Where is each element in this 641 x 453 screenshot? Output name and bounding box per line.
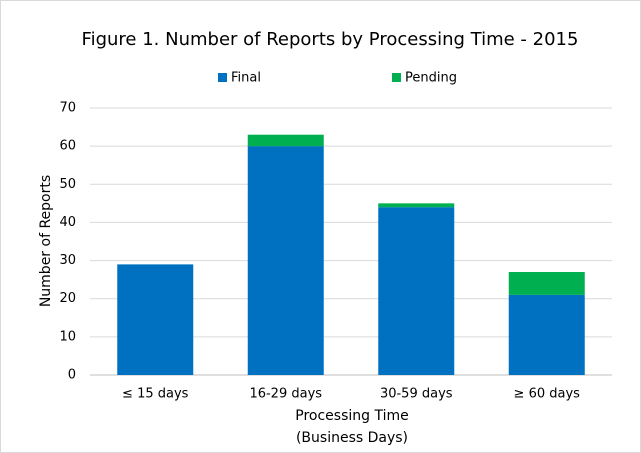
bar-segment	[117, 264, 194, 375]
bar-segment	[247, 134, 324, 147]
bar-segment	[378, 203, 455, 208]
y-tick-label: 70	[59, 101, 76, 116]
x-axis-title: Processing Time	[295, 408, 408, 424]
y-tick-label: 10	[59, 329, 76, 344]
bar-segment	[508, 294, 585, 375]
x-tick-label: ≥ 60 days	[514, 387, 581, 402]
bar-segment	[247, 146, 324, 375]
y-tick-label: 60	[59, 139, 76, 154]
x-tick-label: ≤ 15 days	[122, 387, 189, 402]
legend-label: Final	[231, 71, 261, 86]
chart-title: Figure 1. Number of Reports by Processin…	[82, 29, 579, 50]
x-tick-label: 16-29 days	[249, 387, 322, 402]
y-tick-label: 30	[59, 253, 76, 268]
bar-segment	[508, 272, 585, 295]
y-tick-label: 20	[59, 291, 76, 306]
x-axis-title: (Business Days)	[296, 430, 408, 446]
y-tick-label: 0	[68, 368, 76, 383]
bar-segment	[378, 207, 455, 375]
legend-label: Pending	[405, 71, 457, 86]
legend-swatch	[218, 73, 227, 82]
y-tick-label: 40	[59, 215, 76, 230]
legend-swatch	[392, 73, 401, 82]
y-tick-label: 50	[59, 177, 76, 192]
x-tick-label: 30-59 days	[380, 387, 453, 402]
y-axis-title: Number of Reports	[38, 175, 54, 307]
